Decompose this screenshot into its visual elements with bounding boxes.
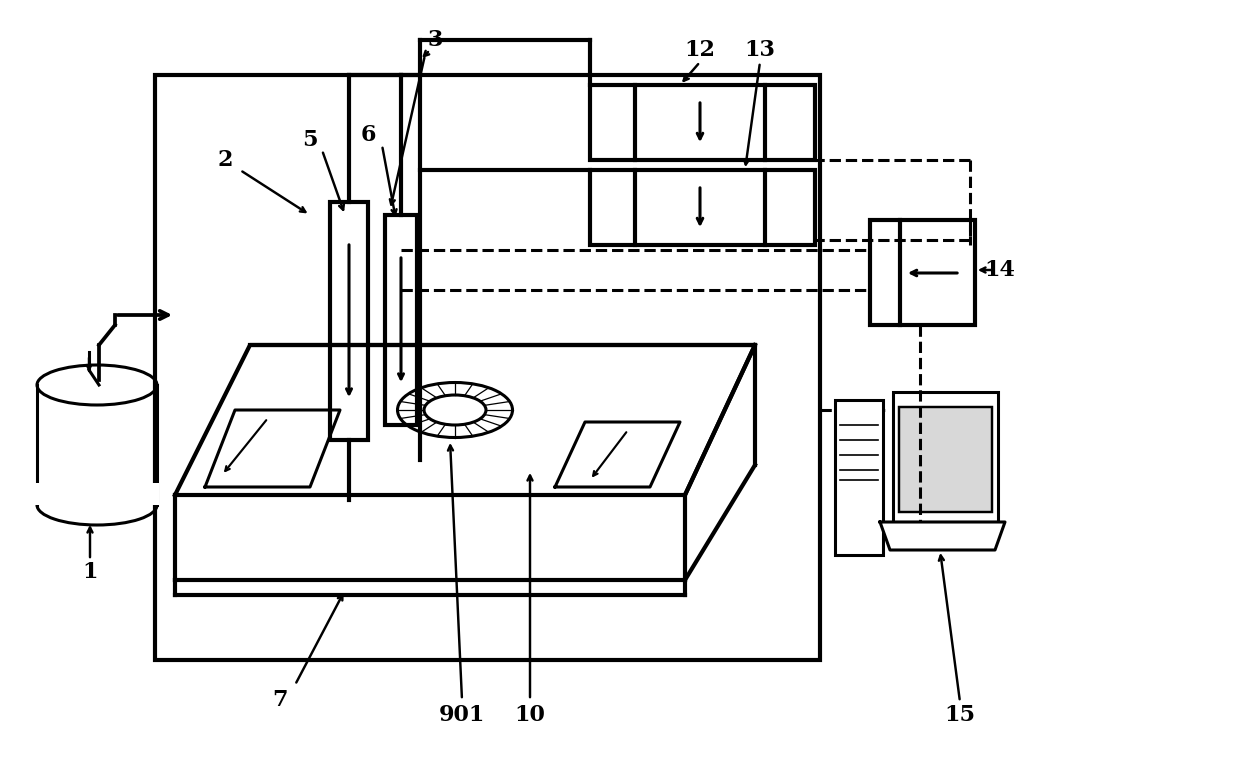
Text: 7: 7 [273, 689, 288, 711]
Text: 5: 5 [303, 129, 317, 151]
Text: 6: 6 [361, 124, 376, 146]
Bar [384, 215, 417, 425]
Text: 2: 2 [217, 149, 233, 171]
Bar [330, 202, 368, 440]
Text: 1: 1 [82, 561, 98, 583]
Bar [155, 75, 820, 660]
Text: 15: 15 [945, 704, 976, 726]
Bar [835, 400, 883, 555]
Ellipse shape [424, 395, 486, 425]
Bar [899, 407, 992, 512]
Text: 10: 10 [515, 704, 546, 726]
Text: 14: 14 [985, 259, 1016, 281]
Bar [35, 483, 159, 505]
Bar [893, 392, 998, 522]
Text: 3: 3 [428, 29, 443, 51]
Bar [590, 85, 815, 160]
Text: 12: 12 [684, 39, 715, 61]
Polygon shape [880, 522, 1004, 550]
Text: 901: 901 [439, 704, 485, 726]
Bar [590, 170, 815, 245]
Text: 13: 13 [744, 39, 775, 61]
Bar [870, 220, 975, 325]
